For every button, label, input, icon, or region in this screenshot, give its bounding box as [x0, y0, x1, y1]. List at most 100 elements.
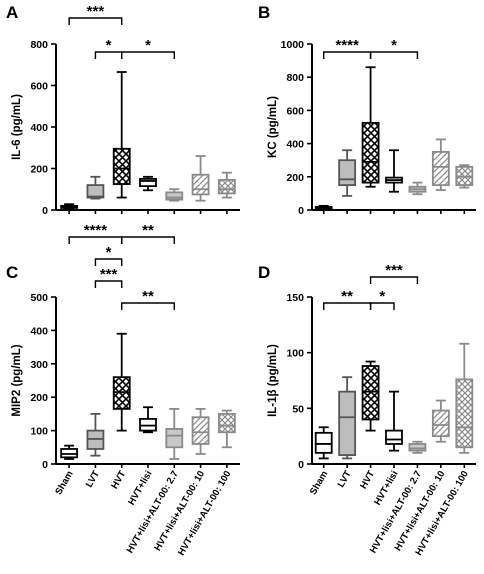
x-category-label: Sham: [308, 469, 330, 497]
box-2: [86, 175, 105, 200]
bracket-line: [68, 17, 123, 25]
y-tick-label: 200: [286, 172, 304, 184]
box-body: [361, 365, 380, 421]
significance-bracket: *: [94, 244, 123, 266]
box-4: [139, 406, 157, 434]
box-body: [112, 147, 131, 185]
x-category-label: HVT: [109, 469, 128, 491]
significance-label: *: [106, 37, 112, 54]
panel-letter: B: [258, 3, 270, 22]
significance-label: *: [379, 288, 385, 305]
box-body: [86, 184, 105, 199]
significance-label: **: [142, 222, 154, 239]
bracket-line: [369, 276, 419, 284]
box-body: [191, 173, 210, 196]
box-body: [385, 429, 403, 445]
box-4: [385, 149, 403, 193]
box-6: [191, 155, 210, 202]
box-body: [431, 409, 450, 438]
y-tick-label: 400: [30, 325, 48, 337]
x-category-label: HVT+lisi: [126, 469, 154, 507]
box-2: [338, 376, 357, 460]
box-5: [408, 440, 427, 454]
bracket-line: [94, 258, 123, 266]
bracket-line: [121, 236, 175, 244]
y-tick-label: 600: [286, 105, 304, 117]
significance-bracket: ****: [68, 222, 123, 244]
y-axis-label: IL-6 (pg/mL): [11, 94, 23, 160]
significance-bracket: **: [323, 288, 372, 310]
box-body: [139, 177, 157, 188]
significance-label: *: [391, 37, 397, 54]
y-axis-label: KC (pg/mL): [267, 96, 279, 158]
y-axis-label: IL-1β (pg/mL): [267, 344, 279, 417]
y-tick-label: 0: [42, 205, 48, 217]
box-6: [431, 399, 450, 443]
box-body: [165, 191, 184, 201]
box-6: [431, 138, 450, 191]
box-7: [217, 171, 236, 199]
x-category-label: HVT: [358, 469, 377, 491]
y-tick-label: 0: [298, 459, 304, 471]
y-tick-label: 500: [30, 292, 48, 304]
box-body: [314, 431, 333, 454]
significance-bracket: **: [121, 222, 175, 244]
significance-label: ***: [385, 262, 403, 279]
box-7: [455, 342, 474, 454]
y-tick-label: 200: [30, 164, 48, 176]
box-4: [139, 175, 157, 192]
significance-bracket: *: [121, 37, 175, 59]
box-body: [431, 150, 450, 186]
bracket-line: [121, 51, 175, 59]
box-7: [455, 164, 474, 189]
box-body: [338, 159, 357, 186]
y-tick-label: 100: [30, 426, 48, 438]
box-1: [60, 203, 79, 210]
significance-label: ***: [100, 266, 118, 283]
significance-bracket: ****: [323, 37, 372, 59]
box-body: [338, 390, 357, 456]
significance-label: *: [106, 244, 112, 261]
box-body: [361, 121, 380, 184]
y-tick-label: 0: [298, 205, 304, 217]
bracket-line: [121, 302, 175, 310]
box-3: [112, 332, 131, 432]
x-category-label: LVT: [84, 469, 102, 490]
box-1: [314, 426, 333, 460]
box-2: [86, 412, 105, 457]
y-tick-label: 300: [30, 359, 48, 371]
panel-letter: D: [258, 263, 270, 282]
significance-bracket: ***: [369, 262, 419, 284]
y-tick-label: 800: [286, 72, 304, 84]
significance-label: *: [145, 37, 151, 54]
y-tick-label: 150: [286, 292, 304, 304]
significance-bracket: *: [369, 37, 419, 59]
box-7: [217, 409, 236, 449]
box-body: [217, 412, 236, 434]
box-2: [338, 149, 357, 197]
y-tick-label: 100: [286, 348, 304, 360]
panel-letter: A: [6, 3, 18, 22]
y-tick-label: 1000: [281, 39, 305, 51]
y-tick-label: 800: [30, 39, 48, 51]
box-5: [165, 188, 184, 202]
significance-bracket: ***: [94, 266, 123, 288]
bracket-line: [369, 51, 419, 59]
y-tick-label: 600: [30, 81, 48, 93]
box-3: [112, 71, 131, 199]
x-category-label: LVT: [336, 469, 354, 490]
box-5: [165, 407, 184, 460]
box-body: [408, 443, 427, 452]
significance-label: ***: [87, 3, 105, 20]
significance-bracket: ***: [68, 3, 123, 25]
y-axis-label: MIP2 (pg/mL): [11, 344, 23, 416]
box-3: [361, 66, 380, 188]
significance-label: **: [341, 288, 353, 305]
significance-label: ****: [335, 37, 359, 54]
y-tick-label: 0: [42, 459, 48, 471]
bracket-line: [94, 280, 123, 288]
